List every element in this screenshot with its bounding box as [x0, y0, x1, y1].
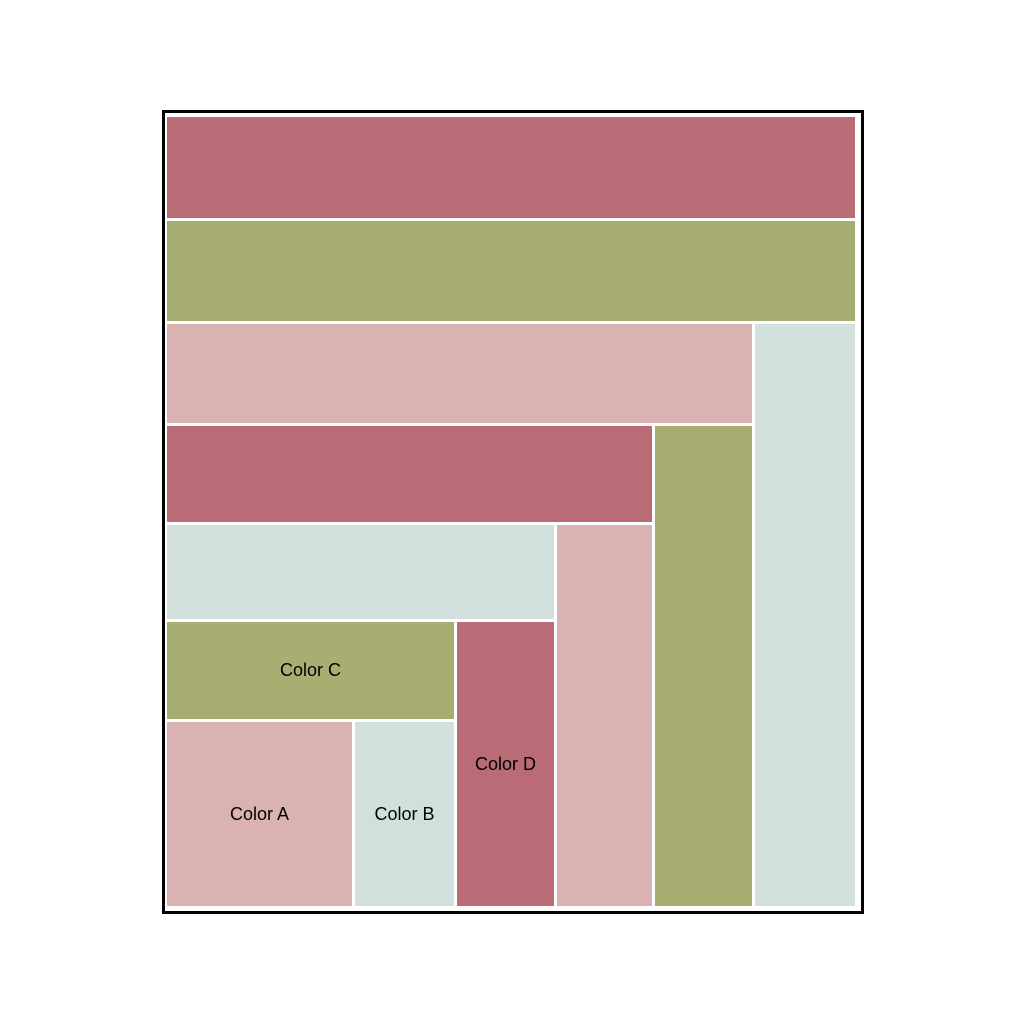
patch-round1-c: Color C [167, 622, 454, 719]
color-c-label: Color C [279, 660, 341, 680]
patch-round3-b [755, 324, 855, 906]
color-b-label: Color B [374, 803, 435, 824]
patch-round4-c [167, 221, 855, 321]
patch-round2-a [557, 525, 652, 906]
patch-round2-b [167, 525, 554, 619]
patch-round1-b: Color B [355, 722, 454, 906]
quilt-block: Color A Color B Color C Color D [162, 110, 864, 914]
patch-center-a: Color A [167, 722, 352, 906]
patch-round2-d [167, 426, 652, 522]
color-a-label: Color A [229, 803, 290, 824]
patch-round3-a [167, 324, 752, 423]
patch-round3-c [655, 426, 752, 906]
patch-round4-d [167, 117, 855, 218]
patch-round1-d: Color D [457, 622, 554, 906]
color-d-label: Color D [474, 753, 536, 774]
